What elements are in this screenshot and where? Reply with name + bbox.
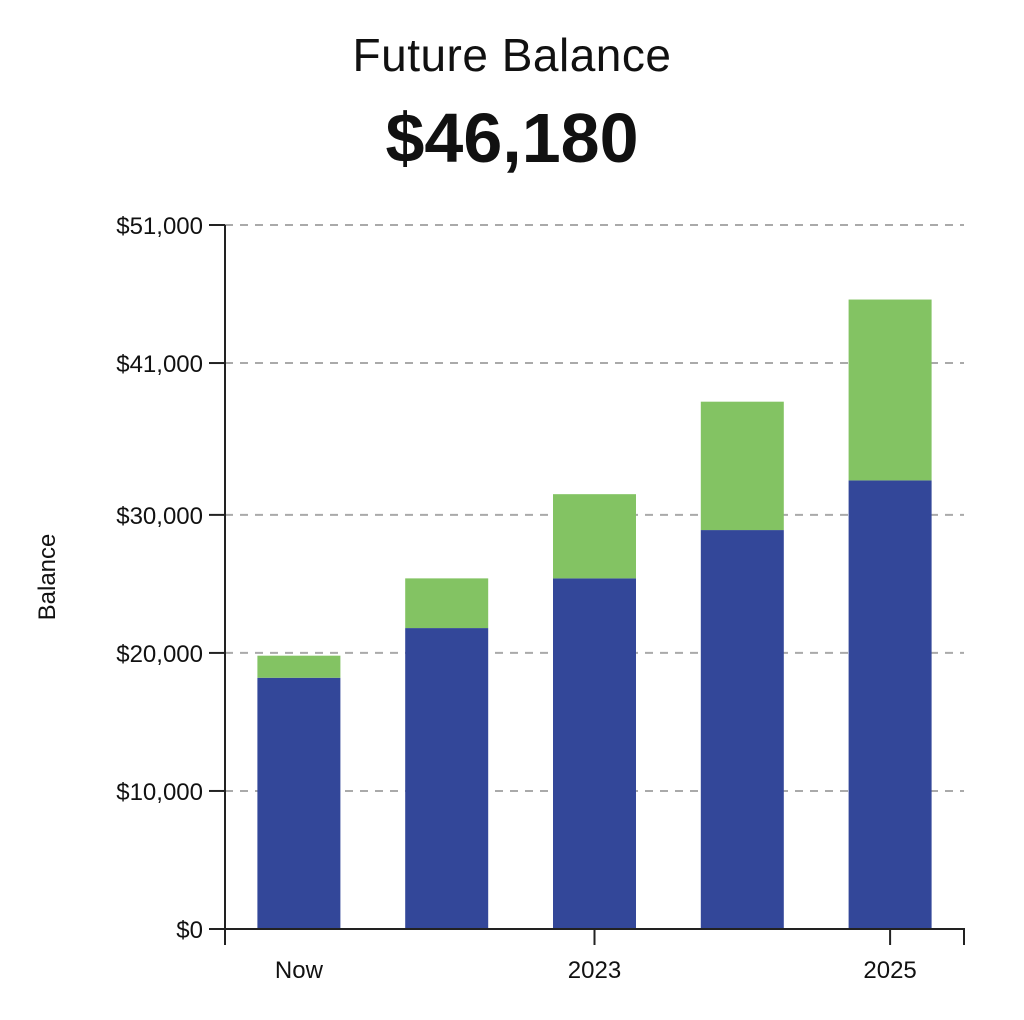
y-tick-label: $41,000 bbox=[116, 351, 203, 378]
chart-title: Future Balance bbox=[352, 29, 672, 81]
y-tick-label: $51,000 bbox=[116, 213, 203, 240]
bars bbox=[257, 299, 932, 929]
y-tick-label: $30,000 bbox=[116, 503, 203, 530]
bar-segment-growth bbox=[700, 401, 784, 531]
bar-segment-base bbox=[700, 530, 784, 929]
bar-segment-growth bbox=[257, 655, 341, 678]
y-tick-label: $20,000 bbox=[116, 641, 203, 668]
y-tick-label: $10,000 bbox=[116, 779, 203, 806]
x-tick-label: 2025 bbox=[863, 957, 916, 984]
x-tick-label: Now bbox=[275, 957, 324, 984]
axes bbox=[209, 224, 965, 945]
y-axis-title: Balance bbox=[34, 534, 61, 621]
bar-segment-growth bbox=[405, 578, 489, 629]
bar-segment-base bbox=[405, 628, 489, 929]
grid-lines bbox=[225, 224, 964, 792]
y-tick-label: $0 bbox=[176, 917, 203, 944]
future-balance-amount: $46,180 bbox=[385, 99, 639, 177]
bar-segment-growth bbox=[848, 299, 932, 481]
bar-segment-base bbox=[257, 677, 341, 929]
bar-segment-base bbox=[848, 480, 932, 929]
bar-segment-growth bbox=[553, 494, 636, 579]
x-tick-label: 2023 bbox=[568, 957, 621, 984]
bar-segment-base bbox=[553, 578, 636, 929]
axis-labels: $0 $10,000 $20,000 $30,000 $41,000 $51,000 Now… bbox=[34, 213, 917, 984]
